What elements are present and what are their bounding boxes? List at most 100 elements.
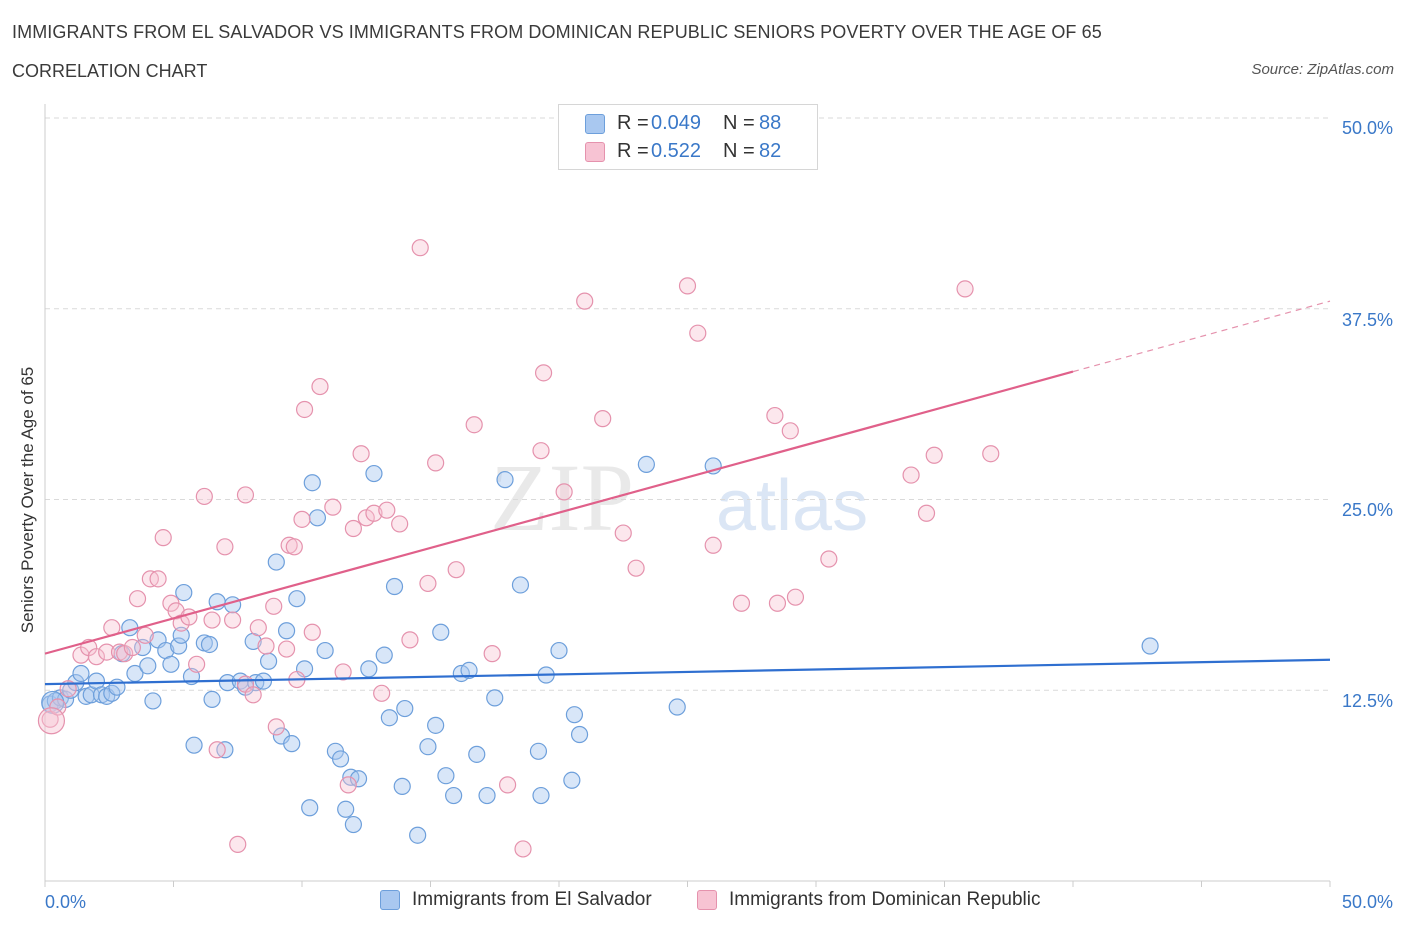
el-salvador-point-75	[496, 471, 514, 489]
dominican-republic-point-48	[365, 504, 383, 522]
dominican-republic-point-69	[689, 324, 707, 342]
dominican-republic-point-5	[87, 648, 106, 666]
x-tick-label-0: 0.0%	[45, 892, 86, 912]
el-salvador-point-6	[72, 664, 90, 683]
dominican-republic-point-70	[704, 536, 722, 554]
legend-n-value: 82	[759, 140, 782, 162]
dominican-republic-point-76	[820, 550, 838, 568]
dominican-republic-point-21	[195, 487, 213, 506]
el-salvador-point-18	[139, 657, 157, 675]
el-salvador-point-50	[316, 641, 334, 660]
el-salvador-point-41	[267, 553, 285, 571]
el-salvador-point-58	[365, 464, 383, 483]
legend-n-value: 88	[759, 112, 782, 134]
dominican-republic-point-30	[249, 619, 267, 637]
el-salvador-point-56	[349, 770, 368, 788]
dominican-republic-point-31	[257, 637, 275, 655]
el-salvador-point-83	[570, 725, 589, 744]
dominican-republic-point-77	[902, 466, 920, 484]
legend-r-label: R =	[617, 112, 649, 134]
el-salvador-point-25	[175, 583, 193, 602]
el-salvador-point-76	[511, 576, 530, 594]
el-salvador-point-57	[360, 660, 378, 678]
dominican-republic-point-45	[344, 519, 362, 538]
dominican-republic-point-12	[136, 626, 154, 644]
el-salvador-point-40	[259, 652, 278, 670]
el-salvador-point-87	[1141, 637, 1159, 655]
dominican-republic-point-0	[41, 710, 59, 728]
el-salvador-point-19	[144, 692, 162, 710]
y-tick-label-2: 37.5%	[1342, 310, 1393, 330]
dominican-republic-point-58	[483, 645, 501, 663]
dominican-republic-point-15	[154, 529, 172, 547]
el-salvador-point-44	[283, 735, 301, 753]
el-salvador-point-30	[203, 690, 221, 709]
el-salvador-point-66	[427, 716, 445, 734]
dominican-republic-point-74	[781, 422, 799, 440]
el-salvador-point-60	[380, 709, 398, 727]
dominican-republic-point-49	[373, 684, 391, 702]
dominican-republic-point-72	[766, 406, 784, 425]
el-salvador-point-65	[419, 738, 437, 756]
dominican-republic-point-36	[285, 538, 303, 556]
dominican-republic-point-63	[555, 483, 573, 501]
watermark-atlas: atlas	[716, 466, 868, 546]
el-salvador-point-55	[344, 815, 362, 834]
el-salvador-point-73	[478, 786, 496, 805]
chart-subtitle: CORRELATION CHART	[12, 61, 208, 81]
dominican-republic-point-78	[917, 504, 936, 522]
y-tick-label-3: 50.0%	[1342, 118, 1393, 138]
el-salvador-point-24	[172, 626, 190, 644]
el-salvador-point-72	[468, 745, 486, 763]
el-salvador-point-53	[337, 800, 355, 818]
dominican-republic-point-51	[391, 515, 409, 533]
dominican-republic-point-11	[128, 590, 147, 608]
bottom-legend-el-salvador: Immigrants from El Salvador	[380, 889, 652, 911]
tick-labels: 12.5% 25.0% 37.5% 50.0% 0.0% 50.0%	[45, 118, 1393, 912]
dominican-republic-point-80	[956, 280, 974, 298]
dominican-republic-point-40	[303, 623, 321, 641]
el-salvador-point-29	[200, 635, 219, 654]
dominican-republic-cluster-point	[37, 707, 66, 735]
dominican-republic-point-65	[594, 410, 612, 428]
dominican-republic-point-81	[982, 445, 1000, 463]
el-salvador-point-33	[218, 674, 237, 692]
el-salvador-point-84	[637, 455, 655, 474]
source-label: Source: ZipAtlas.com	[1251, 61, 1394, 78]
el-salvador-point-69	[445, 786, 463, 805]
el-salvador-point-43	[277, 622, 296, 640]
legend-swatch-el-salvador	[585, 113, 605, 134]
dominican-republic-point-52	[401, 631, 419, 649]
series-el-salvador	[41, 455, 1159, 844]
dominican-republic-point-23	[208, 741, 226, 759]
legend-r-value: 0.049	[651, 112, 702, 134]
dominican-republic-point-53	[411, 239, 429, 257]
dominican-republic-point-79	[925, 446, 943, 464]
dominican-republic-point-10	[123, 638, 141, 657]
dominican-republic-point-34	[277, 640, 296, 658]
el-salvador-point-77	[529, 742, 548, 760]
dominican-republic-point-25	[224, 611, 242, 629]
el-salvador-point-52	[331, 750, 350, 768]
dominican-republic-point-19	[180, 608, 198, 626]
dominican-republic-trend-line	[44, 370, 1074, 655]
el-salvador-point-22	[162, 655, 180, 673]
dominican-republic-point-68	[678, 277, 697, 295]
el-salvador-point-78	[532, 786, 550, 805]
el-salvador-point-85	[668, 698, 686, 716]
series-dominican-republic	[37, 239, 1000, 858]
correlation-legend: R = 0.049 N = 88 R = 0.522 N = 82	[558, 104, 818, 170]
dominican-republic-point-38	[293, 510, 311, 528]
dominican-republic-point-28	[236, 486, 255, 504]
y-tick-label-1: 25.0%	[1342, 500, 1393, 520]
dominican-republic-point-73	[768, 594, 787, 612]
el-salvador-point-61	[385, 577, 404, 596]
dominican-republic-point-29	[244, 686, 262, 704]
dominican-republic-point-59	[499, 776, 517, 794]
el-salvador-point-27	[185, 736, 203, 754]
legend-n-label: N =	[723, 112, 755, 134]
dominican-republic-point-61	[532, 442, 550, 460]
el-salvador-point-23	[170, 637, 188, 655]
dominican-republic-point-44	[339, 776, 357, 794]
